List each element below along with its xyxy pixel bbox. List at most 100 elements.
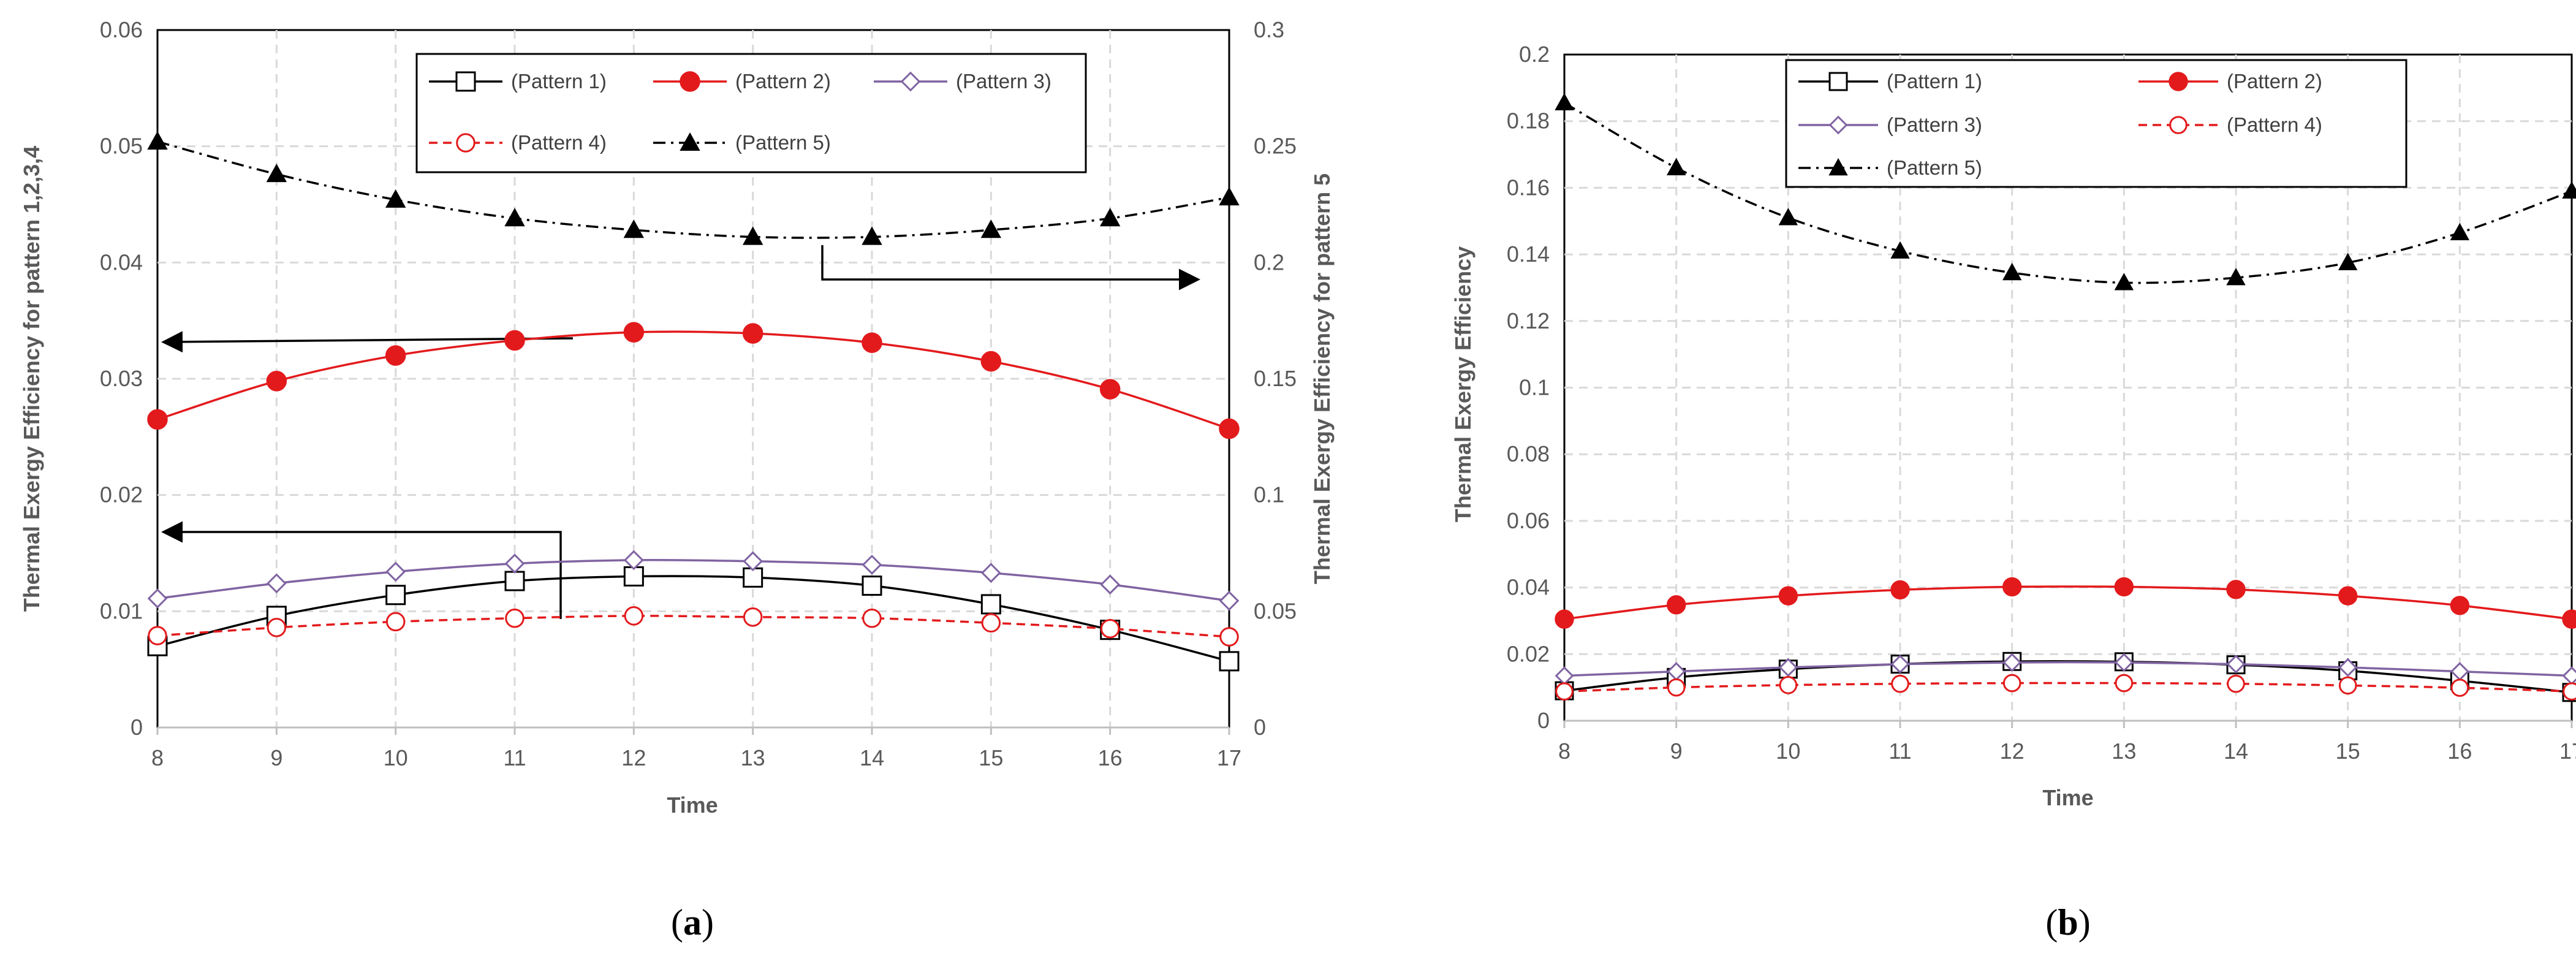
legend-marker-pattern-2 bbox=[2169, 72, 2188, 91]
legend-marker-pattern-1 bbox=[455, 71, 476, 92]
data-point-pattern-1 bbox=[504, 571, 525, 591]
data-point-pattern-2 bbox=[504, 330, 525, 351]
legend-marker-pattern-3 bbox=[900, 71, 921, 92]
y2-tick-label: 0.05 bbox=[1254, 598, 1297, 623]
data-point-pattern-2 bbox=[862, 332, 882, 353]
y2-tick-label: 0.1 bbox=[1254, 482, 1284, 507]
data-point-pattern-4 bbox=[981, 613, 1001, 633]
data-point-pattern-4 bbox=[2563, 682, 2576, 701]
y-tick-label: 0 bbox=[1537, 708, 1550, 733]
y-tick-label: 0.12 bbox=[1507, 308, 1550, 333]
data-point-pattern-5 bbox=[1555, 93, 1574, 111]
data-point-pattern-3 bbox=[862, 555, 882, 575]
data-point-pattern-4 bbox=[148, 626, 167, 645]
series-line-pattern-2 bbox=[1564, 585, 2572, 620]
x-tick-label: 16 bbox=[1098, 745, 1123, 770]
data-point-pattern-3 bbox=[623, 550, 644, 571]
data-point-pattern-2 bbox=[1099, 379, 1121, 400]
data-point-pattern-5 bbox=[504, 208, 525, 227]
data-point-pattern-5 bbox=[1219, 187, 1240, 206]
x-tick-label: 16 bbox=[2447, 739, 2472, 764]
data-point-pattern-5 bbox=[2002, 262, 2022, 281]
y-tick-label: 0.2 bbox=[1519, 42, 1550, 67]
y2-tick-label: 0.25 bbox=[1254, 134, 1297, 159]
data-point-pattern-2 bbox=[742, 323, 763, 344]
panel-b-legend: (Pattern 1) (Pattern 2) (Pattern 3) (Patter… bbox=[1785, 59, 2407, 188]
panel-a-y-axis-title: Thermal Exergy Efficiency for pattern 1,… bbox=[19, 146, 44, 612]
data-point-pattern-3 bbox=[1219, 590, 1240, 611]
x-tick-label: 9 bbox=[270, 745, 282, 770]
data-point-pattern-4 bbox=[2338, 676, 2357, 695]
x-tick-label: 17 bbox=[2559, 739, 2576, 764]
data-point-pattern-5 bbox=[862, 226, 882, 245]
arrow-pattern-1-4-to-left-axis bbox=[161, 521, 562, 619]
x-tick-label: 8 bbox=[1558, 739, 1570, 764]
x-tick-label: 17 bbox=[1217, 745, 1241, 770]
data-point-pattern-4 bbox=[267, 618, 287, 637]
y-tick-label: 0.05 bbox=[100, 134, 143, 159]
x-tick-label: 11 bbox=[1888, 739, 1911, 764]
y-tick-label: 0.16 bbox=[1507, 175, 1550, 200]
data-point-pattern-5 bbox=[147, 131, 168, 150]
series-line-pattern-5 bbox=[157, 140, 1230, 239]
series-line-pattern-1 bbox=[157, 575, 1230, 663]
data-point-pattern-4 bbox=[2002, 674, 2021, 693]
data-point-pattern-1 bbox=[1219, 651, 1240, 672]
legend-marker-pattern-2 bbox=[680, 71, 700, 92]
legend-label-pattern-2: (Pattern 2) bbox=[2227, 70, 2322, 93]
data-point-pattern-4 bbox=[1219, 627, 1239, 647]
data-point-pattern-5 bbox=[742, 226, 763, 245]
data-point-pattern-3 bbox=[1778, 658, 1798, 677]
y-tick-label: 0.03 bbox=[100, 366, 143, 391]
series-line-pattern-3 bbox=[157, 558, 1230, 602]
legend-label-pattern-3: (Pattern 3) bbox=[956, 70, 1051, 93]
data-point-pattern-5 bbox=[1099, 208, 1121, 227]
data-point-pattern-4 bbox=[1667, 678, 1686, 697]
panel-a-label: (a) bbox=[671, 902, 714, 943]
x-tick-label: 10 bbox=[384, 745, 408, 770]
legend-label-pattern-1: (Pattern 1) bbox=[1887, 70, 1982, 93]
data-point-pattern-1 bbox=[743, 567, 763, 588]
data-point-pattern-3 bbox=[385, 561, 406, 582]
legend-label-pattern-2: (Pattern 2) bbox=[735, 70, 831, 93]
panel-a-legend: (Pattern 1) (Pattern 2) (Pattern 3) (Patter… bbox=[415, 53, 1087, 173]
data-point-pattern-2 bbox=[266, 371, 287, 392]
data-point-pattern-5 bbox=[1890, 241, 1910, 259]
data-point-pattern-5 bbox=[2114, 273, 2134, 291]
data-point-pattern-2 bbox=[1778, 586, 1798, 606]
series-line-pattern-4 bbox=[157, 615, 1230, 638]
data-point-pattern-3 bbox=[1100, 574, 1121, 595]
data-point-pattern-4 bbox=[1555, 682, 1574, 701]
series-line-pattern-5 bbox=[1564, 102, 2572, 284]
panel-b-label: (b) bbox=[2045, 902, 2090, 943]
panel-b-y-axis-title: Thermal Exergy Efficiency bbox=[1450, 246, 1476, 522]
data-point-pattern-2 bbox=[2114, 577, 2134, 597]
data-point-pattern-4 bbox=[2450, 678, 2469, 697]
y-tick-label: 0.18 bbox=[1507, 108, 1550, 134]
data-point-pattern-4 bbox=[1779, 676, 1798, 694]
arrow-pattern-5-to-right-axis bbox=[821, 245, 1200, 291]
data-point-pattern-2 bbox=[2338, 586, 2358, 606]
data-point-pattern-3 bbox=[2002, 653, 2022, 672]
x-tick-label: 9 bbox=[1670, 739, 1683, 764]
panel-a-x-axis-title: Time bbox=[667, 792, 718, 818]
data-point-pattern-2 bbox=[2562, 609, 2576, 629]
data-point-pattern-3 bbox=[1890, 655, 1910, 674]
data-point-pattern-3 bbox=[266, 573, 287, 594]
data-point-pattern-3 bbox=[2114, 653, 2134, 672]
data-point-pattern-5 bbox=[1666, 158, 1686, 175]
y-tick-label: 0.04 bbox=[1507, 575, 1550, 600]
data-point-pattern-5 bbox=[2226, 268, 2246, 286]
legend-label-pattern-4: (Pattern 4) bbox=[511, 131, 607, 154]
y-tick-label: 0.08 bbox=[1507, 441, 1550, 466]
data-point-pattern-5 bbox=[266, 164, 287, 183]
data-point-pattern-3 bbox=[743, 551, 763, 572]
y-tick-label: 0.1 bbox=[1519, 375, 1550, 400]
data-point-pattern-2 bbox=[980, 351, 1002, 372]
y2-tick-label: 0.15 bbox=[1254, 366, 1297, 391]
legend-marker-pattern-3 bbox=[1828, 115, 1848, 135]
panel-b-chart: 00.020.040.060.080.10.120.140.160.180.2 … bbox=[1450, 42, 2576, 810]
legend-marker-pattern-5 bbox=[680, 132, 700, 151]
data-point-pattern-2 bbox=[1555, 609, 1574, 629]
x-tick-label: 12 bbox=[2000, 739, 2025, 764]
